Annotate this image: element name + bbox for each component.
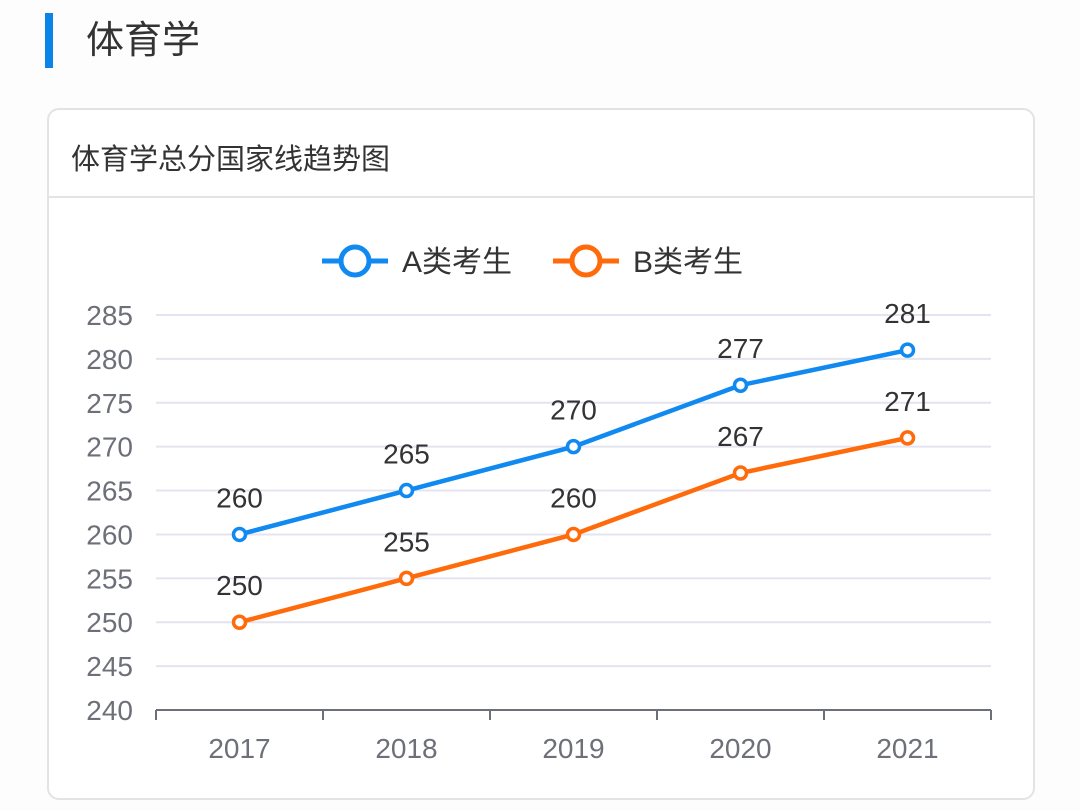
data-point (231, 614, 248, 630)
data-label: 267 (717, 421, 764, 452)
data-label: 255 (383, 526, 430, 557)
y-tick-label: 240 (86, 695, 133, 726)
y-tick-label: 250 (86, 607, 133, 638)
y-tick-label: 255 (86, 563, 133, 594)
legend-marker-2 (569, 244, 603, 278)
y-tick-label: 260 (86, 519, 133, 550)
data-label: 260 (216, 482, 263, 513)
data-label: 260 (550, 482, 597, 513)
data-label: 281 (884, 298, 931, 329)
data-point (899, 342, 916, 358)
y-tick-label: 280 (86, 344, 133, 375)
x-tick-label: 2019 (542, 733, 604, 764)
data-label: 250 (216, 570, 263, 601)
data-point (732, 377, 749, 393)
card-title: 体育学总分国家线趋势图 (71, 142, 391, 176)
section-accent-bar (45, 13, 53, 68)
data-point (231, 526, 248, 543)
data-point (565, 438, 582, 455)
y-tick-label: 285 (86, 300, 133, 331)
data-point (398, 570, 415, 587)
x-tick-label: 2017 (208, 733, 270, 764)
data-label: 265 (383, 439, 430, 470)
legend-label-2: B类考生 (633, 246, 743, 279)
data-point (398, 482, 415, 499)
legend-label-1: A类考生 (402, 246, 512, 279)
data-point (899, 430, 916, 446)
data-point (732, 465, 749, 481)
x-tick-label: 2020 (709, 733, 771, 764)
section-title: 体育学 (86, 18, 201, 62)
card-divider (49, 196, 1033, 198)
y-tick-label: 275 (86, 388, 133, 419)
y-tick-label: 265 (86, 476, 133, 507)
y-tick-label: 270 (86, 432, 133, 463)
data-label: 277 (717, 333, 764, 364)
x-tick-label: 2018 (375, 733, 437, 764)
x-tick-label: 2021 (876, 733, 938, 764)
data-point (565, 526, 582, 543)
data-label: 270 (550, 395, 597, 426)
data-label: 271 (884, 386, 931, 417)
legend-marker-1 (338, 244, 372, 278)
y-tick-label: 245 (86, 651, 133, 682)
